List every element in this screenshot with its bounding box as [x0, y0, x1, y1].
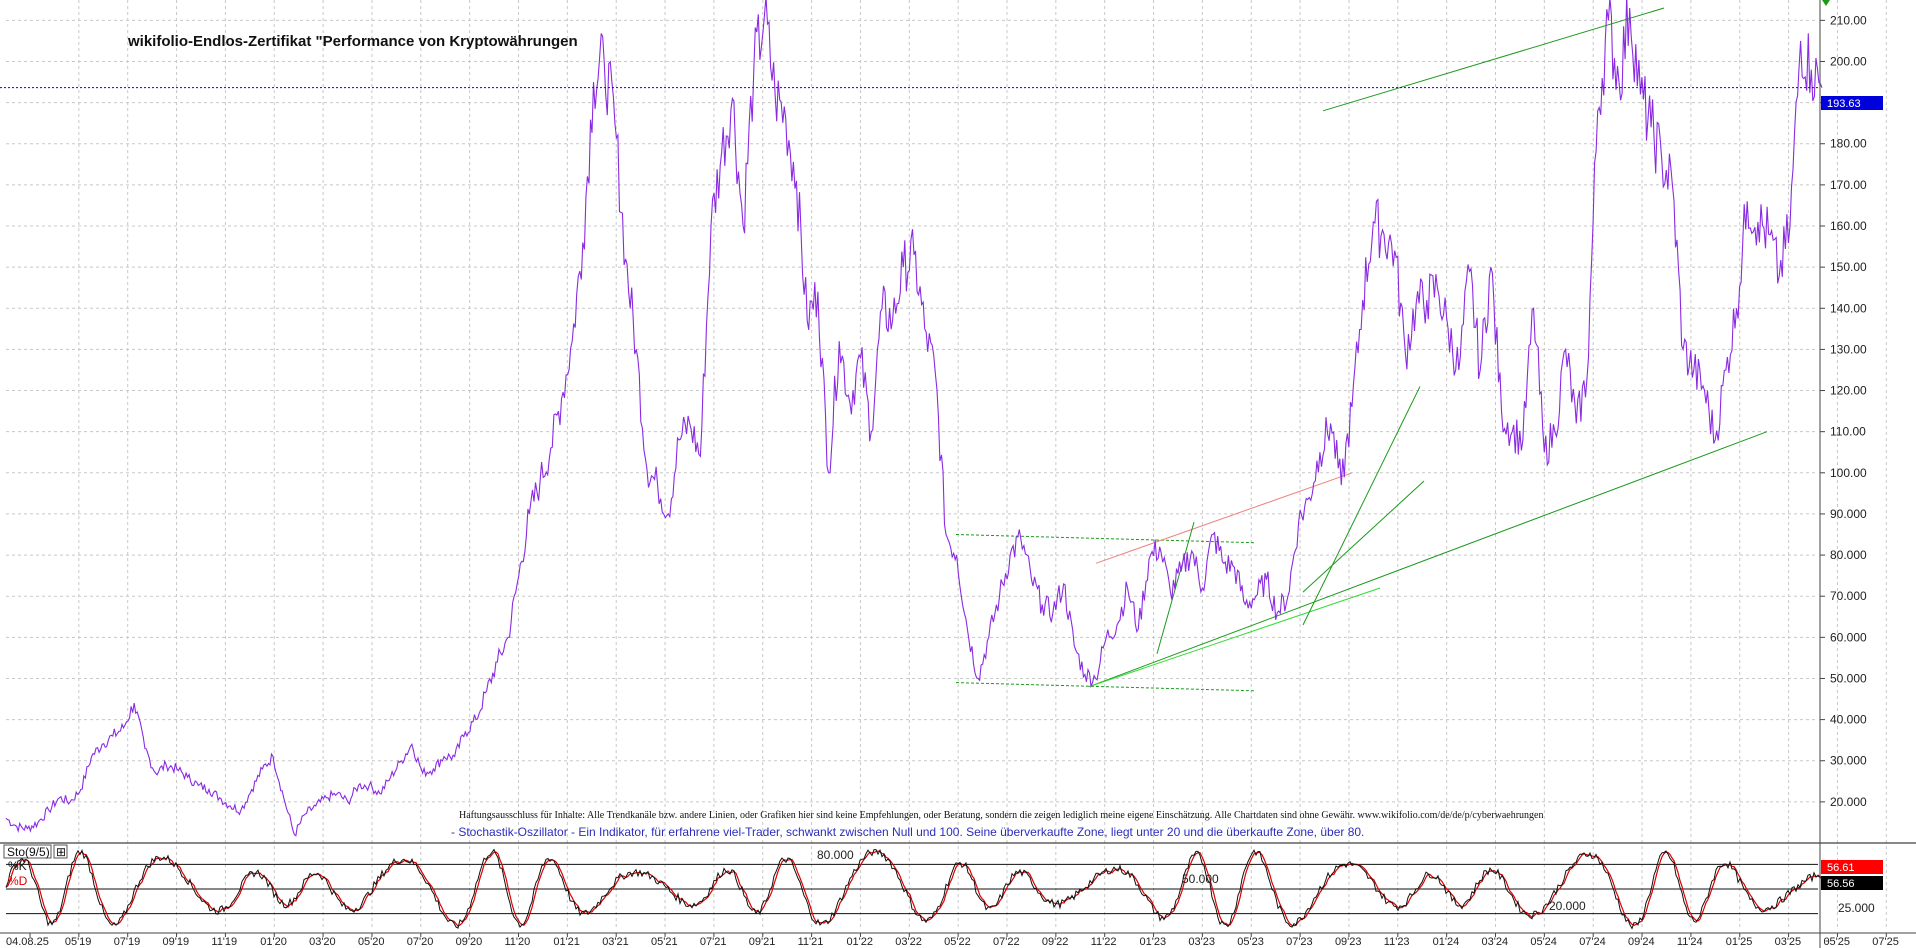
x-tick-label: 01'22 — [846, 936, 873, 948]
x-tick-label: 05'23 — [1237, 936, 1264, 948]
disclaimer-text: Haftungsausschluss für Inhalte: Alle Tre… — [459, 810, 1544, 821]
top-marker-icon — [1822, 0, 1830, 6]
y-tick-label: 70.000 — [1830, 589, 1867, 603]
y-tick-label: 140.00 — [1830, 301, 1867, 315]
x-tick-label: 07'21 — [700, 936, 727, 948]
price-series — [0, 0, 1823, 837]
stochastic-d-line — [5, 850, 1823, 927]
y-tick-label: 90.000 — [1830, 507, 1867, 521]
last-price-tag-box — [1821, 96, 1883, 110]
y-tick-label: 50.000 — [1830, 671, 1867, 685]
x-tick-label: 07'23 — [1286, 936, 1313, 948]
y-tick-label: 150.00 — [1830, 260, 1867, 274]
y-tick-label: 30.000 — [1830, 754, 1867, 768]
x-tick-label: 11'19 — [211, 936, 237, 948]
x-tick-label: 09'23 — [1335, 936, 1362, 948]
y-tick-label: 130.00 — [1830, 342, 1867, 356]
expand-button[interactable] — [53, 844, 68, 859]
last-price-tag-text: 193.63 — [1827, 98, 1861, 110]
y-tick-label: 160.00 — [1830, 219, 1867, 233]
x-tick-label: 05'24 — [1530, 936, 1557, 948]
d-value-tag: 56.56 — [1827, 878, 1855, 890]
y-tick-label: 100.00 — [1830, 466, 1867, 480]
x-tick-label: 03'21 — [602, 936, 629, 948]
stochastic-scale-label: 25.000 — [1838, 901, 1875, 915]
stochastic-grid — [6, 863, 1818, 915]
lower-channel-trendline — [1088, 431, 1768, 688]
y-tick-label: 120.00 — [1830, 384, 1867, 398]
price-axis-labels: 20.000 30.000 40.000 50.000 60.000 70.000 80.0… — [1820, 13, 1867, 809]
y-tick-label: 20.000 — [1830, 795, 1867, 809]
x-tick-label: 03'25 — [1775, 936, 1802, 948]
level-20-label: 20.000 — [1549, 899, 1586, 913]
upper-channel-trendline — [1322, 7, 1665, 112]
plus-icon[interactable]: ⊞ — [56, 845, 66, 859]
x-tick-label: 01'24 — [1433, 936, 1460, 948]
x-tick-label: 09'19 — [163, 936, 190, 948]
y-tick-label: 40.000 — [1830, 713, 1867, 727]
y-tick-label: 210.00 — [1830, 13, 1867, 27]
k-value-tag-box — [1821, 860, 1883, 874]
time-axis-labels: 04.08.25 05'19 07'19 09'19 11'19 01'20 03'20 05… — [6, 933, 1899, 948]
flag-line-3 — [1302, 480, 1425, 593]
stochastic-series — [5, 848, 1823, 930]
x-tick-label: 01'20 — [260, 936, 287, 948]
x-tick-label: 03'24 — [1482, 936, 1509, 948]
x-tick-label: 11'21 — [798, 936, 824, 948]
d-value-tag-box — [1821, 876, 1883, 890]
x-tick-label: 03'20 — [309, 936, 336, 948]
y-tick-label: 60.000 — [1830, 630, 1867, 644]
x-tick-label: 09'22 — [1042, 936, 1069, 948]
stochastic-value-tags: 56.61 56.56 — [1821, 860, 1883, 890]
y-tick-label: 180.00 — [1830, 137, 1867, 151]
x-tick-label: 05'25 — [1823, 936, 1850, 948]
x-tick-label: 07'20 — [407, 936, 434, 948]
k-value-tag: 56.61 — [1827, 862, 1855, 874]
x-tick-label: 05'22 — [944, 936, 971, 948]
last-price-tag: 193.63 — [1821, 96, 1883, 110]
scroll-arrow-icon[interactable]: - — [1825, 933, 1829, 947]
x-tick-label: 01'23 — [1140, 936, 1167, 948]
legend-d: %D — [8, 874, 28, 888]
indicator-title-box[interactable] — [3, 844, 52, 859]
x-tick-label: 11'24 — [1677, 936, 1703, 948]
stochastic-description: - Stochastik-Oszillator - Ein Indikator,… — [451, 825, 1364, 839]
x-tick-label: 07'22 — [993, 936, 1020, 948]
x-tick-label: 05'20 — [358, 936, 385, 948]
resistance-line — [1095, 472, 1353, 564]
x-tick-label: 11'20 — [505, 936, 531, 948]
x-tick-label: 03'23 — [1188, 936, 1215, 948]
x-tick-label: 11'23 — [1384, 936, 1410, 948]
price-grid — [6, 0, 1887, 930]
x-tick-label: 09'24 — [1628, 936, 1655, 948]
level-80-label: 80.000 — [817, 848, 854, 862]
y-tick-label: 110.00 — [1830, 425, 1866, 439]
x-tick-label: 03'22 — [895, 936, 922, 948]
x-tick-label: 09'20 — [456, 936, 483, 948]
flag-line-2 — [1302, 386, 1421, 626]
y-tick-label: 200.00 — [1830, 54, 1867, 68]
trendlines — [955, 7, 1768, 692]
price-line — [5, 0, 1823, 837]
x-tick-label: 01'21 — [553, 936, 580, 948]
stochastic-header: Sto(9/5) ⊞ %K %D — [3, 844, 68, 888]
x-tick-label: 07'24 — [1579, 936, 1606, 948]
indicator-title: Sto(9/5) — [7, 845, 50, 859]
level-50-label: 50.000 — [1182, 872, 1219, 886]
x-tick-label: 05'19 — [65, 936, 92, 948]
legend-k: %K — [8, 859, 27, 873]
x-tick-label: 04.08.25 — [6, 936, 49, 948]
y-tick-label: 80.000 — [1830, 548, 1867, 562]
x-tick-label: 01'25 — [1726, 936, 1753, 948]
support-trendline — [1088, 587, 1381, 688]
y-tick-label: 170.00 — [1830, 178, 1867, 192]
x-tick-label: 07'25 — [1872, 936, 1899, 948]
stochastic-k-line — [5, 848, 1823, 930]
x-tick-label: 09'21 — [749, 936, 776, 948]
x-tick-label: 07'19 — [114, 936, 141, 948]
chart-title: wikifolio-Endlos-Zertifikat "Performance… — [127, 33, 578, 50]
x-tick-label: 05'21 — [651, 936, 678, 948]
x-tick-label: 11'22 — [1091, 936, 1117, 948]
